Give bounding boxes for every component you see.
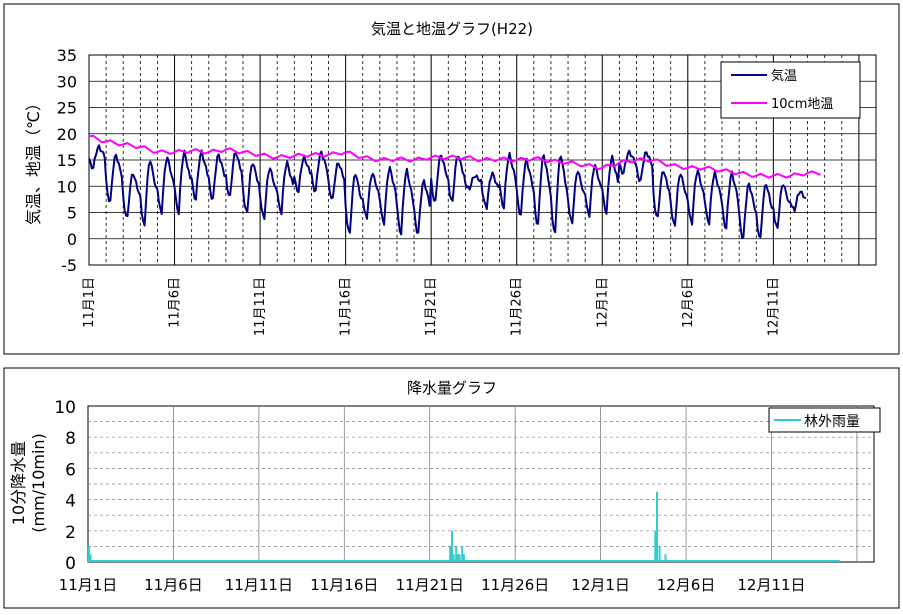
- y-tick-label: 5: [67, 204, 77, 223]
- rainfall-bar: [455, 546, 458, 562]
- series-line-soil-temperature: [88, 134, 821, 179]
- y-tick-label: 35: [57, 46, 77, 65]
- x-tick-label: 11月26日: [510, 277, 525, 336]
- temperature-series: [88, 134, 821, 239]
- temperature-legend-box: [720, 61, 861, 119]
- precipitation-gridlines: [88, 406, 874, 562]
- y-tick-label: 2: [65, 523, 76, 543]
- precipitation-legend: 林外雨量: [768, 407, 881, 433]
- y-tick-label: 25: [57, 99, 77, 118]
- rainfall-bar: [89, 554, 92, 562]
- x-tick-label: 12月6日: [681, 277, 696, 328]
- y-tick-label: 8: [65, 429, 76, 449]
- x-tick-label: 12月11日: [766, 277, 781, 336]
- x-tick-label: 11月16日: [339, 277, 354, 336]
- x-tick-label: 12月1日: [571, 576, 630, 594]
- x-tick-label: 11月21日: [424, 277, 439, 336]
- legend-label-air-temp: 気温: [771, 68, 797, 84]
- rainfall-bar: [654, 530, 657, 562]
- x-tick-label: 11月21日: [396, 576, 464, 594]
- rainfall-bar: [656, 491, 658, 562]
- legend-label-soil-temp: 10cm地温: [771, 97, 833, 112]
- rainfall-bar: [458, 554, 461, 562]
- temperature-y-axis-label: 気温、地温（℃）: [24, 95, 43, 225]
- temperature-y-tick-labels: -5 0 5 10 15 20 25 30 35: [57, 46, 77, 275]
- y-tick-label: 4: [65, 492, 76, 512]
- x-tick-label: 12月6日: [657, 576, 716, 594]
- x-tick-label: 11月6日: [144, 576, 203, 594]
- legend-label-rainfall: 林外雨量: [804, 414, 860, 430]
- rainfall-bar: [449, 546, 452, 562]
- y-tick-label: 20: [57, 125, 77, 144]
- y-tick-label: -5: [61, 256, 77, 275]
- y-tick-label: 10: [54, 398, 76, 418]
- rainfall-bar: [452, 554, 455, 562]
- rainfall-bar: [664, 554, 667, 562]
- temperature-chart-title: 気温と地温グラフ(H22): [371, 20, 533, 38]
- rainfall-bar: [461, 546, 464, 562]
- x-tick-label: 11月11日: [225, 576, 293, 594]
- y-tick-label: 0: [67, 230, 77, 249]
- rainfall-bar: [451, 530, 453, 562]
- rainfall-bar: [456, 554, 459, 562]
- y-tick-label: 30: [57, 72, 77, 91]
- precipitation-x-tick-labels: 11月1日 11月6日 11月11日 11月16日 11月21日 11月26日 12月1日 1…: [59, 576, 806, 594]
- x-tick-label: 12月1日: [595, 277, 610, 328]
- rainfall-bar: [462, 554, 465, 562]
- x-tick-label: 11月26日: [481, 576, 549, 594]
- x-tick-label: 11月16日: [310, 576, 378, 594]
- x-tick-label: 11月1日: [59, 576, 118, 594]
- x-tick-label: 12月11日: [737, 576, 805, 594]
- y-tick-label: 15: [57, 151, 77, 170]
- series-line-air-temperature: [88, 144, 807, 239]
- y-tick-label: 0: [65, 554, 76, 574]
- precipitation-series: [87, 491, 840, 562]
- precipitation-y-axis-label-line1: 10分降水量: [9, 441, 28, 525]
- precipitation-chart-title: 降水量グラフ: [407, 379, 497, 397]
- y-tick-label: 10: [57, 177, 77, 196]
- rainfall-bar: [658, 546, 661, 562]
- precipitation-y-tick-labels: 0 2 4 6 8 10: [54, 398, 76, 574]
- rainfall-bar: [87, 546, 90, 562]
- x-tick-label: 11月11日: [253, 277, 268, 336]
- temperature-chart: 気温と地温グラフ(H22) -5 0 5 10 15 20 25 30 35 11月1日 11月6…: [3, 3, 900, 355]
- x-tick-label: 11月6日: [168, 277, 183, 328]
- precipitation-y-axis-label-line2: (mm/10min): [29, 433, 48, 533]
- temperature-x-tick-labels: 11月1日 11月6日 11月11日 11月16日 11月21日 11月26日 12月1日 1…: [82, 277, 781, 336]
- y-tick-label: 6: [65, 460, 76, 480]
- x-tick-label: 11月1日: [82, 277, 97, 328]
- temperature-legend: 気温 10cm地温: [720, 61, 861, 119]
